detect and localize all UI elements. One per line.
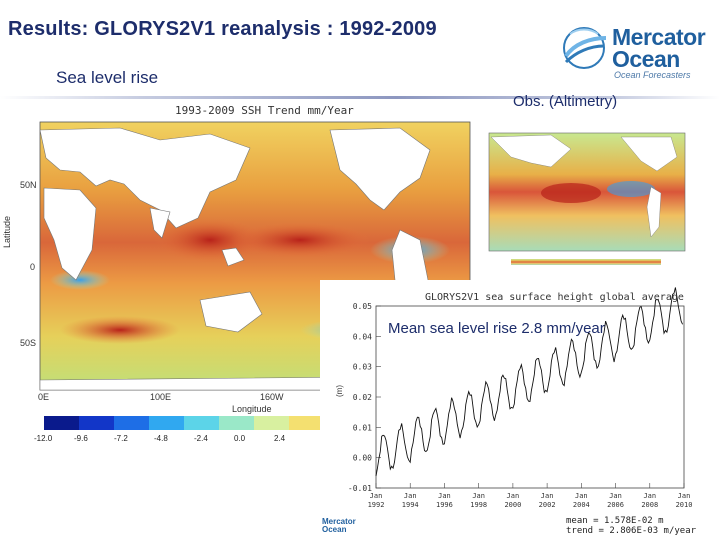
global-mean-ssh-chart: -0.01 0.00 0.01 0.02 0.03 0.04 0.05 (m) Jan 1992 J… <box>320 280 720 540</box>
x-tick-label: Jan <box>404 492 417 500</box>
x-tick-label: Jan <box>541 492 554 500</box>
y-tick-label: 0.01 <box>353 423 372 432</box>
x-tick-label: 2008 <box>641 501 658 509</box>
x-tick-label: Jan <box>575 492 588 500</box>
colorbar-tick-label: -2.4 <box>194 434 208 443</box>
mean-label: mean = <box>566 516 599 526</box>
map-lat-tick: 0 <box>30 262 36 272</box>
x-tick-label: 1998 <box>470 501 487 509</box>
map-lon-tick: 100E <box>150 392 172 402</box>
colorbar-swatch <box>184 416 220 430</box>
ssh-trend-map <box>0 100 480 455</box>
y-tick-label: -0.01 <box>348 484 372 493</box>
logo-text-ocean: Ocean <box>612 46 680 72</box>
x-tick-label: 2006 <box>607 501 624 509</box>
colorbar-swatch <box>254 416 290 430</box>
y-tick-label: 0.00 <box>353 454 372 463</box>
logo-tagline: Ocean Forecasters <box>614 70 691 80</box>
x-tick-label: 2004 <box>573 501 590 509</box>
y-tick-label: 0.02 <box>353 393 372 402</box>
x-tick-label: Jan <box>507 492 520 500</box>
y-tick-label: 0.04 <box>353 332 372 341</box>
map-y-axis-label: Latitude <box>2 215 12 248</box>
map-x-axis-label: Longitude <box>232 404 272 414</box>
colorbar-tick-label: -4.8 <box>154 434 168 443</box>
altimetry-inset-map <box>481 127 691 273</box>
colorbar-tick-label: -9.6 <box>74 434 88 443</box>
colorbar-swatch <box>289 416 325 430</box>
colorbar-tick-label: 0.0 <box>234 434 246 443</box>
y-axis-label: (m) <box>335 385 344 397</box>
map-lon-tick: 160W <box>260 392 284 402</box>
x-tick-label: Jan <box>643 492 656 500</box>
mean-value: 1.578E-02 m <box>603 516 664 526</box>
colorbar-swatch <box>79 416 115 430</box>
y-tick-label: 0.05 <box>353 302 372 311</box>
x-tick-label: 1994 <box>402 501 419 509</box>
x-tick-label: Jan <box>609 492 622 500</box>
bottom-logo-line2: Ocean <box>322 525 347 534</box>
logo-text-mercator: Mercator <box>612 24 706 50</box>
y-tick-label: 0.03 <box>353 363 372 372</box>
map-title: 1993-2009 SSH Trend mm/Year <box>175 104 354 117</box>
colorbar-swatch <box>219 416 255 430</box>
colorbar-tick-label: -7.2 <box>114 434 128 443</box>
colorbar-tick-label: 2.4 <box>274 434 286 443</box>
colorbar-tick-label: -12.0 <box>34 434 53 443</box>
ssh-series-line <box>375 287 684 477</box>
slide-subtitle: Sea level rise <box>56 68 159 87</box>
colorbar <box>44 416 325 430</box>
x-tick-label: Jan <box>370 492 383 500</box>
x-tick-label: 2010 <box>676 501 693 509</box>
colorbar-swatch <box>44 416 80 430</box>
bottom-logo-line1: Mercator <box>322 517 356 526</box>
chart-stats: mean = 1.578E-02 m trend = 2.806E-03 m/y… <box>566 516 696 536</box>
globe-swoosh-icon <box>563 27 607 69</box>
trend-value: 2.806E-03 m/year <box>609 526 697 536</box>
x-tick-label: 1996 <box>436 501 453 509</box>
colorbar-swatch <box>149 416 185 430</box>
bottom-mercator-logo: Mercator Ocean <box>322 518 356 534</box>
map-lat-tick: 50S <box>20 338 37 348</box>
trend-label: trend = <box>566 526 604 536</box>
x-tick-label: Jan <box>438 492 451 500</box>
map-lon-tick: 0E <box>38 392 50 402</box>
obs-altimetry-label: Obs. (Altimetry) <box>513 93 618 110</box>
header-divider <box>0 96 720 99</box>
colorbar-swatch <box>114 416 150 430</box>
x-tick-label: 2002 <box>539 501 556 509</box>
map-lat-tick: 50N <box>20 180 37 190</box>
mean-sea-level-rise-annotation: Mean sea level rise 2.8 mm/year <box>388 320 605 337</box>
x-tick-label: Jan <box>472 492 485 500</box>
slide-title: Results: GLORYS2V1 reanalysis : 1992-200… <box>8 18 437 40</box>
x-tick-label: Jan <box>678 492 691 500</box>
mercator-ocean-logo: Mercator Ocean Ocean Forecasters <box>560 22 720 82</box>
x-tick-label: 1992 <box>368 501 385 509</box>
chart-title: GLORYS2V1 sea surface height global aver… <box>425 292 684 303</box>
x-tick-label: 2000 <box>504 501 521 509</box>
